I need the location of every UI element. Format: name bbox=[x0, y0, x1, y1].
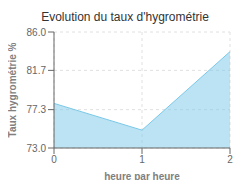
svg-text:heure par heure: heure par heure bbox=[104, 171, 180, 180]
svg-text:73.0: 73.0 bbox=[27, 143, 47, 154]
svg-text:86.0: 86.0 bbox=[27, 27, 47, 38]
svg-text:Taux hygrométrie %: Taux hygrométrie % bbox=[8, 42, 18, 137]
svg-text:1: 1 bbox=[139, 154, 145, 165]
html-text:Evolution du taux d'hygrométri: Evolution du taux d'hygrométrie bbox=[41, 10, 209, 24]
svg-text:81.7: 81.7 bbox=[27, 65, 47, 76]
svg-text:2: 2 bbox=[227, 154, 233, 165]
svg-text:0: 0 bbox=[51, 154, 57, 165]
svg-text:77.3: 77.3 bbox=[27, 104, 47, 115]
